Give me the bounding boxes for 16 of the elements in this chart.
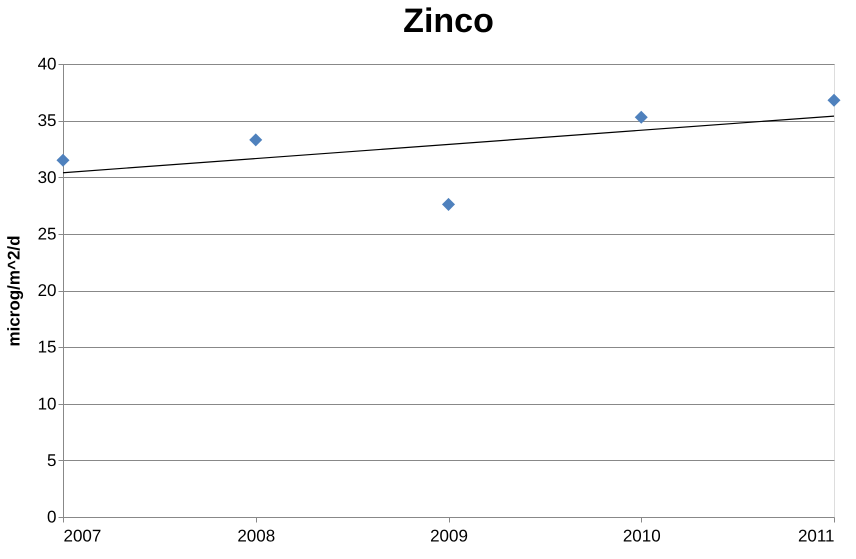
x-tick-label: 2011 bbox=[798, 526, 834, 546]
y-tick-label: 30 bbox=[38, 168, 56, 187]
y-tick-label: 0 bbox=[47, 508, 56, 526]
x-tick-label: 2007 bbox=[64, 526, 102, 546]
y-tick-label: 40 bbox=[38, 54, 56, 74]
y-tick-label: 25 bbox=[38, 224, 56, 244]
y-axis-title: microg/m^2/d bbox=[4, 235, 24, 347]
y-tick-label: 15 bbox=[38, 338, 56, 357]
x-tick-label: 2010 bbox=[622, 526, 661, 546]
y-tick-label: 20 bbox=[38, 281, 56, 300]
y-tick-label: 10 bbox=[38, 394, 56, 414]
x-tick-label: 2009 bbox=[430, 526, 468, 546]
x-tick-label: 2008 bbox=[237, 526, 276, 546]
y-tick-label: 35 bbox=[38, 111, 56, 130]
chart-title: Zinco bbox=[403, 2, 494, 40]
y-tick-label: 5 bbox=[47, 450, 56, 470]
